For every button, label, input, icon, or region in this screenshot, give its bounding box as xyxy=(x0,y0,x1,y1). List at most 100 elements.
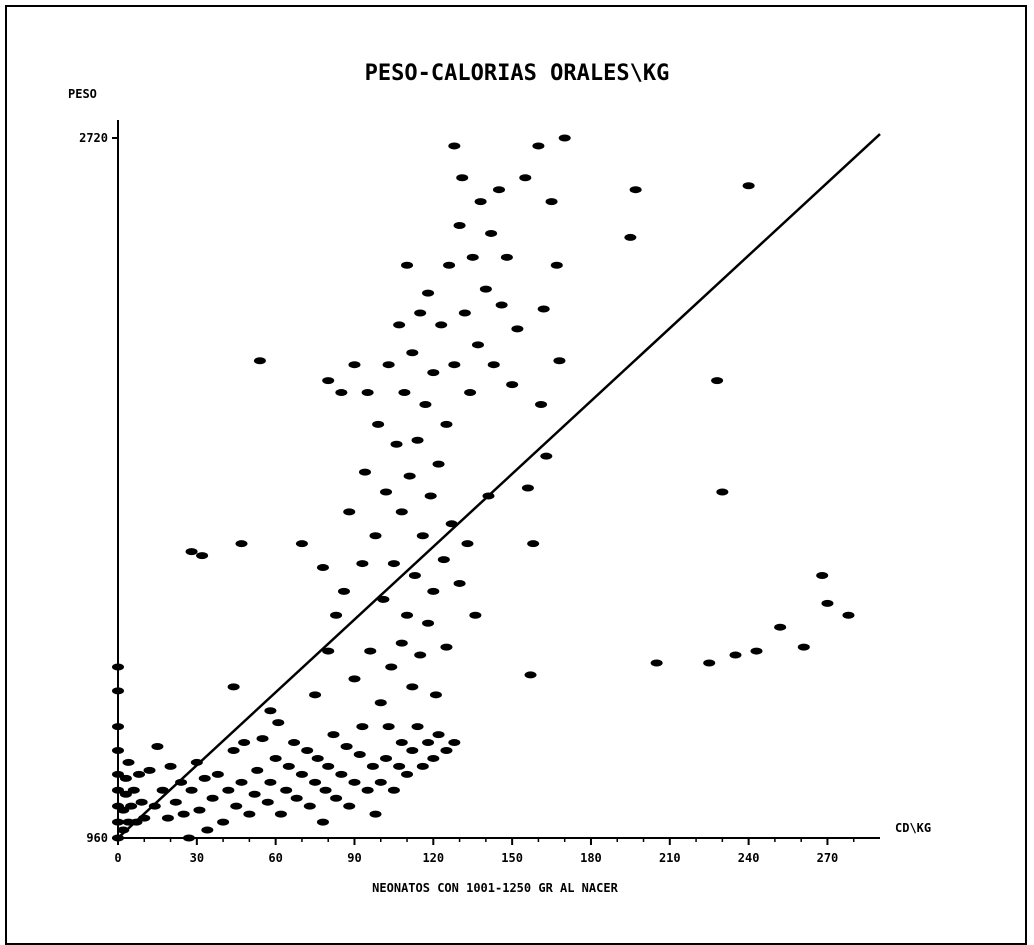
data-point xyxy=(374,778,387,786)
data-point xyxy=(311,754,324,762)
data-point xyxy=(256,735,269,743)
data-point xyxy=(322,377,335,385)
x-tick-label: 210 xyxy=(659,851,681,865)
data-point xyxy=(348,778,361,786)
data-point xyxy=(437,556,450,564)
data-point xyxy=(422,619,435,627)
data-point xyxy=(206,794,219,802)
data-point xyxy=(264,778,277,786)
data-point xyxy=(343,802,356,810)
data-point xyxy=(416,532,429,540)
data-point xyxy=(416,762,429,770)
data-point xyxy=(353,750,366,758)
data-point xyxy=(506,381,519,389)
data-point xyxy=(427,754,440,762)
data-point xyxy=(303,802,316,810)
data-point xyxy=(122,758,135,766)
data-point xyxy=(406,747,419,754)
data-point xyxy=(385,663,398,671)
data-point xyxy=(156,786,169,794)
data-point xyxy=(411,436,424,444)
data-point xyxy=(448,142,461,150)
data-point xyxy=(230,802,243,810)
data-point xyxy=(274,810,287,818)
data-point xyxy=(301,747,314,754)
data-point xyxy=(427,369,440,377)
data-point xyxy=(112,663,124,671)
data-point xyxy=(222,786,235,794)
data-point xyxy=(309,691,322,699)
data-point xyxy=(295,540,308,548)
data-point xyxy=(135,798,148,806)
data-point xyxy=(624,233,637,241)
data-point xyxy=(411,723,424,731)
data-point xyxy=(269,754,282,762)
data-point xyxy=(248,790,261,798)
y-tick-label: 960 xyxy=(86,831,108,845)
data-point xyxy=(335,770,348,778)
data-point xyxy=(330,794,343,802)
data-point xyxy=(282,762,295,770)
data-point xyxy=(524,671,537,679)
data-point xyxy=(264,707,277,715)
data-point xyxy=(243,810,256,818)
data-point xyxy=(238,739,251,747)
y-tick-label: 2720 xyxy=(79,131,108,145)
data-point xyxy=(217,818,230,826)
data-point xyxy=(493,186,505,194)
data-point xyxy=(511,325,524,333)
data-point xyxy=(461,540,474,548)
data-point xyxy=(309,778,322,786)
data-point xyxy=(422,289,435,297)
data-point xyxy=(387,786,400,794)
data-point xyxy=(521,484,534,492)
data-point xyxy=(500,253,513,261)
data-point xyxy=(372,420,385,428)
data-point xyxy=(553,357,566,365)
data-point xyxy=(629,186,642,194)
data-point xyxy=(429,691,442,699)
data-point xyxy=(251,766,264,774)
data-point xyxy=(401,261,414,269)
data-point xyxy=(164,762,177,770)
data-point xyxy=(537,305,550,313)
data-point xyxy=(842,611,855,619)
x-tick-label: 30 xyxy=(190,851,204,865)
data-point xyxy=(387,560,400,568)
data-point xyxy=(201,826,214,834)
data-point xyxy=(487,361,500,369)
data-point xyxy=(393,321,406,329)
data-point xyxy=(469,611,482,619)
data-point xyxy=(112,770,124,778)
data-point xyxy=(382,361,395,369)
x-tick-label: 120 xyxy=(422,851,444,865)
data-point xyxy=(453,579,466,587)
data-point xyxy=(182,834,195,842)
data-point xyxy=(550,261,563,269)
y-axis-label: PESO xyxy=(68,87,97,101)
data-point xyxy=(403,472,416,480)
data-point xyxy=(316,818,329,826)
data-point xyxy=(703,659,716,667)
data-point xyxy=(527,540,540,548)
data-point xyxy=(422,739,435,747)
data-point xyxy=(390,440,403,448)
data-point xyxy=(448,739,461,747)
data-point xyxy=(380,488,393,496)
data-point xyxy=(322,647,335,655)
data-point xyxy=(348,361,361,369)
data-point xyxy=(348,675,361,683)
data-point xyxy=(485,229,498,237)
data-point xyxy=(316,564,329,572)
data-point xyxy=(406,349,419,357)
data-point xyxy=(198,774,211,782)
data-point xyxy=(319,786,332,794)
data-point xyxy=(374,699,387,707)
data-point xyxy=(361,389,374,397)
data-point xyxy=(545,198,558,206)
data-point xyxy=(540,452,553,460)
data-point xyxy=(119,790,132,798)
data-point xyxy=(369,532,382,540)
data-point xyxy=(401,770,414,778)
data-point xyxy=(290,794,303,802)
